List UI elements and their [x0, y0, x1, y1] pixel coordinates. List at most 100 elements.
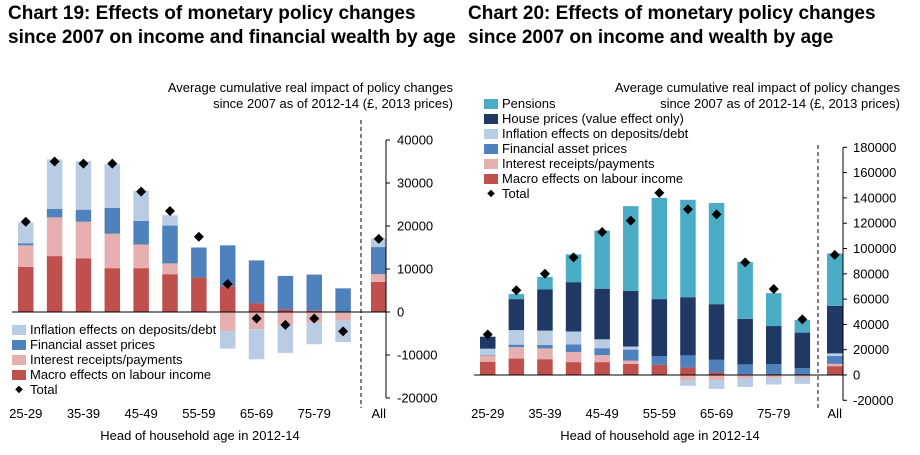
bar-segment-75-79-s0	[306, 310, 322, 312]
legend-swatch	[484, 158, 498, 169]
legend-label: Pensions	[502, 96, 556, 111]
legend-item-pensions: Pensions	[484, 96, 688, 111]
legend-swatch	[484, 128, 498, 139]
legend-swatch	[12, 324, 26, 335]
bar-segment-40-44-s2	[104, 207, 121, 234]
total-marker-45-49	[597, 227, 608, 238]
bar-segment-40-44-s0	[104, 268, 121, 312]
x-tick-label: 55-59	[643, 406, 676, 421]
bar-segment-35-39-s0	[75, 258, 92, 312]
bar-segment-50-54-s1	[623, 360, 639, 364]
total-marker-75-79	[768, 283, 779, 294]
total-marker-35-39	[78, 158, 89, 169]
bar-segment-25-29-s0	[480, 361, 496, 375]
bar-segment-80+-s1	[335, 312, 351, 321]
bar-segment-70-74-s5	[737, 261, 753, 319]
bar-segment-80+-s4	[794, 332, 811, 369]
chart-20-subtitle-line2: since 2007 as of 2012-14 (£, 2013 prices…	[660, 96, 900, 111]
legend-label: Interest receipts/payments	[30, 352, 183, 367]
bar-segment-80+-s1	[794, 375, 811, 378]
bar-segment-55-59-s2	[191, 247, 207, 278]
bar-segment-65-69-s0	[248, 303, 265, 312]
legend-label: Macro effects on labour income	[502, 171, 684, 186]
bar-segment-70-74-s2	[737, 364, 753, 375]
x-axis-label: Head of household age in 2012-14	[100, 428, 300, 443]
y-tick-label: 40000	[853, 317, 889, 332]
y-tick-label: 120000	[853, 216, 896, 231]
bar-segment-35-39-s0	[537, 359, 553, 375]
bar-segment-65-69-s0	[708, 372, 725, 375]
legend-label: Financial asset prices	[30, 337, 155, 352]
total-marker-60-64	[682, 204, 693, 215]
bar-segment-All-s4	[827, 305, 843, 354]
chart-19-panel: Chart 19: Effects of monetary policy cha…	[8, 3, 456, 443]
total-marker-40-44	[568, 252, 579, 263]
legend-label: Inflation effects on deposits/debt	[30, 322, 217, 337]
bar-segment-50-54-s2	[162, 225, 178, 264]
y-tick-label: 180000	[853, 140, 896, 155]
bar-segment-40-44-s1	[104, 233, 121, 269]
chart-19-title: Chart 19: Effects of monetary policy cha…	[8, 3, 456, 48]
bar-segment-30-34-s3	[508, 330, 525, 345]
bar-segment-60-64-s1	[219, 312, 236, 332]
y-tick-label: 0	[853, 368, 860, 383]
legend-label: Interest receipts/payments	[502, 156, 655, 171]
total-marker-65-69	[711, 209, 722, 220]
bar-segment-75-79-s2	[766, 363, 782, 375]
chart-20-subtitle-line1: Average cumulative real impact of policy…	[614, 80, 900, 95]
total-marker-70-74	[740, 257, 751, 268]
bar-segment-60-64-s0	[219, 286, 236, 312]
bar-segment-25-29-s1	[480, 355, 496, 362]
bar-segment-40-44-s3	[104, 164, 121, 208]
bar-segment-40-44-s4	[565, 282, 582, 332]
bar-segment-All-s1	[371, 274, 387, 282]
bar-segment-50-54-s4	[623, 290, 639, 347]
legend-item-macro: Macro effects on labour income	[484, 171, 688, 186]
total-marker-35-39	[539, 268, 550, 279]
bar-segment-25-29-s3	[480, 348, 496, 355]
chart-20-panel: Chart 20: Effects of monetary policy cha…	[460, 0, 920, 455]
total-marker-80+	[797, 314, 808, 325]
bar-segment-40-44-s1	[565, 351, 582, 363]
bar-segment-70-74-s4	[737, 318, 753, 365]
y-tick-label: 100000	[853, 241, 896, 256]
x-tick-label: 65-69	[700, 406, 733, 421]
bar-segment-80+-s3	[794, 377, 811, 384]
bar-segment-70-74-s1	[737, 375, 753, 379]
bar-segment-35-39-s4	[537, 289, 553, 331]
chart-19-subtitle-line2: since 2007 as of 2012-14 (£, 2013 prices…	[213, 96, 453, 111]
bar-segment-60-64-s2	[219, 245, 236, 287]
bar-segment-40-44-s3	[565, 331, 582, 345]
legend-swatch	[484, 143, 498, 154]
legend-swatch	[484, 173, 498, 184]
y-tick-label: -20000	[853, 393, 893, 408]
bar-segment-70-74-s1	[277, 312, 294, 325]
legend-label: Inflation effects on deposits/debt	[502, 126, 689, 141]
bar-segment-All-s2	[827, 355, 843, 364]
bar-segment-50-54-s0	[162, 274, 178, 312]
bar-segment-35-39-s5	[537, 276, 553, 290]
total-marker-75-79	[309, 313, 320, 324]
legend-swatch	[484, 113, 498, 124]
bar-segment-60-64-s3	[219, 331, 236, 349]
bar-segment-60-64-s0	[680, 367, 696, 375]
bar-segment-65-69-s3	[248, 329, 265, 360]
legend-label: House prices (value effect only)	[502, 111, 684, 126]
total-marker-55-59	[193, 231, 204, 242]
y-tick-label: 60000	[853, 292, 889, 307]
legend-label: Financial asset prices	[502, 141, 627, 156]
legend-swatch	[12, 354, 26, 365]
chart-20-legend: Pensions House prices (value effect only…	[484, 96, 688, 201]
bar-segment-70-74-s2	[277, 275, 294, 310]
bar-segment-70-74-s3	[277, 324, 294, 353]
bar-segment-45-49-s2	[594, 348, 610, 356]
bar-segment-35-39-s1	[537, 348, 553, 360]
x-tick-label: All	[372, 406, 387, 421]
y-tick-label: 20000	[397, 219, 433, 234]
bar-segment-45-49-s5	[594, 230, 610, 289]
x-tick-label: 75-79	[298, 406, 331, 421]
legend-label: Total	[30, 382, 58, 397]
chart-20-subtitle: Average cumulative real impact of policy…	[460, 80, 900, 112]
bar-segment-40-44-s2	[565, 344, 582, 352]
bar-segment-60-64-s1	[680, 375, 696, 381]
